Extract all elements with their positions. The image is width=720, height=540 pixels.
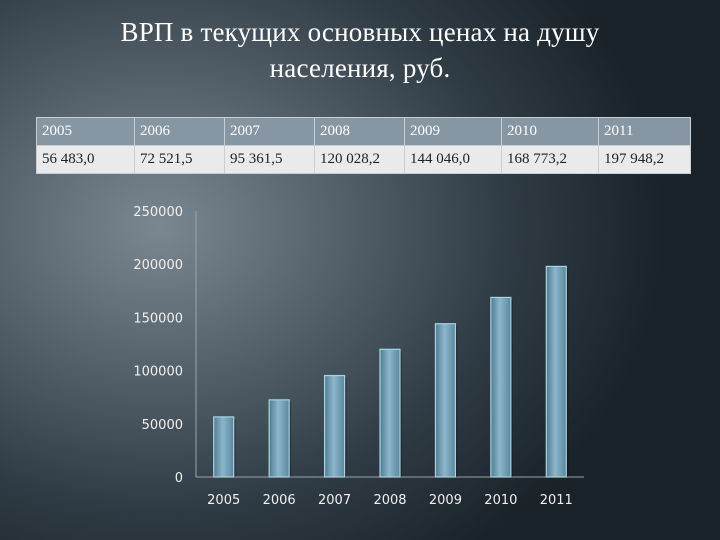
year-cell: 2006 — [134, 117, 225, 146]
bar — [434, 323, 457, 478]
y-tick-label: 0 — [175, 471, 183, 486]
title-line-1: ВРП в текущих основных ценах на душу — [120, 17, 600, 47]
value-cell: 56 483,0 — [36, 145, 135, 174]
year-cell: 2011 — [598, 117, 691, 146]
bar — [323, 374, 346, 478]
x-tick-label: 2011 — [540, 493, 573, 508]
value-cell: 95 361,5 — [224, 145, 315, 174]
bar — [213, 416, 235, 478]
value-cell: 197 948,2 — [598, 145, 691, 174]
year-cell: 2005 — [36, 117, 135, 146]
x-tick-label: 2008 — [373, 493, 406, 508]
chart-title: ВРП в текущих основных ценах на душу нас… — [0, 14, 720, 86]
y-tick-label: 250000 — [133, 205, 183, 220]
y-tick-label: 50000 — [142, 418, 183, 433]
bar — [545, 265, 567, 478]
x-tick-label: 2009 — [429, 493, 462, 508]
value-cell: 168 773,2 — [501, 145, 599, 174]
y-tick-label: 150000 — [133, 311, 183, 326]
bar — [268, 399, 290, 478]
value-cell: 72 521,5 — [134, 145, 225, 174]
x-tick-label: 2006 — [263, 493, 296, 508]
table-header-row: 2005 2006 2007 2008 2009 2010 2011 — [36, 117, 691, 146]
title-line-2: населения, руб. — [269, 53, 451, 83]
data-table: 2005 2006 2007 2008 2009 2010 2011 56 48… — [36, 117, 691, 174]
value-cell: 144 046,0 — [404, 145, 502, 174]
bar — [490, 296, 512, 478]
year-cell: 2007 — [224, 117, 315, 146]
y-tick-label: 200000 — [133, 258, 183, 273]
year-cell: 2010 — [501, 117, 599, 146]
year-cell: 2009 — [404, 117, 502, 146]
x-tick-label: 2010 — [484, 493, 517, 508]
x-tick-label: 2007 — [318, 493, 351, 508]
x-tick-label: 2005 — [207, 493, 240, 508]
value-cell: 120 028,2 — [314, 145, 405, 174]
bar — [379, 348, 401, 478]
table-values-row: 56 483,0 72 521,5 95 361,5 120 028,2 144… — [36, 145, 691, 174]
year-cell: 2008 — [314, 117, 405, 146]
y-tick-label: 100000 — [133, 365, 183, 380]
